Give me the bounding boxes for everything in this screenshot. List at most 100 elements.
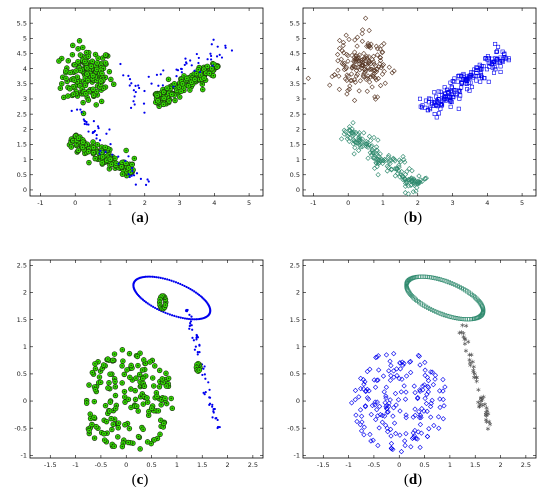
data-point	[347, 83, 353, 89]
y-tick-label: 4.5	[17, 50, 27, 58]
data-point	[383, 384, 389, 390]
data-point: ∗	[470, 359, 476, 366]
data-point-core	[69, 71, 71, 74]
data-point	[194, 345, 197, 348]
data-point-core	[208, 72, 211, 75]
x-tick-label: 1.5	[470, 461, 480, 469]
data-point: ∗	[474, 375, 480, 382]
data-point	[503, 55, 508, 60]
data-point	[445, 87, 450, 92]
data-point	[147, 180, 150, 183]
data-point	[192, 339, 195, 342]
data-point-core	[162, 426, 164, 428]
data-point	[424, 433, 431, 440]
data-point-core	[134, 389, 136, 392]
data-point	[358, 428, 365, 434]
data-point	[418, 177, 424, 183]
y-tick-label: 1	[296, 343, 300, 351]
data-point	[428, 414, 434, 420]
data-point	[440, 278, 445, 283]
data-point-core	[72, 85, 74, 88]
data-point	[386, 159, 392, 165]
data-point	[357, 67, 363, 73]
x-tick-label: 2	[143, 199, 147, 207]
data-point	[98, 139, 102, 142]
data-point	[369, 56, 375, 63]
data-point-core	[136, 355, 139, 358]
data-point	[211, 405, 214, 408]
data-point	[442, 384, 448, 390]
data-point	[356, 88, 362, 94]
data-point-core	[100, 83, 102, 86]
data-point	[335, 67, 341, 73]
panel-b: -1 0 1 2 3 4 5 0 0.5 1 1.5 2 2.5 3 3.5 4 4.5 5 5.5 (b)	[290, 7, 537, 226]
y-tick-label: 2	[296, 125, 300, 133]
data-point	[387, 358, 393, 364]
data-point	[134, 90, 137, 94]
data-point	[363, 141, 369, 147]
data-point: ∗	[467, 360, 473, 367]
data-point-core	[66, 80, 68, 83]
data-point	[397, 360, 403, 366]
data-point-core	[61, 76, 64, 79]
data-point-core	[100, 69, 102, 72]
data-point	[464, 77, 469, 82]
data-point	[403, 412, 409, 418]
data-point	[411, 383, 417, 389]
data-point	[134, 183, 137, 186]
x-tick-label: -1.5	[44, 461, 57, 469]
data-point	[362, 61, 369, 67]
x-tick-label: 0	[346, 199, 350, 207]
data-point	[411, 295, 416, 300]
data-point	[412, 390, 418, 396]
data-point: ∗	[478, 398, 484, 405]
data-point	[348, 130, 355, 136]
data-point: ∗	[483, 417, 489, 424]
data-point	[132, 174, 136, 177]
data-point	[392, 173, 398, 179]
data-point	[133, 95, 136, 98]
data-point	[363, 76, 369, 83]
y-tick-label: 1.5	[17, 141, 27, 149]
data-point	[433, 276, 438, 281]
data-point	[400, 176, 406, 183]
data-point	[473, 73, 478, 78]
data-point	[198, 351, 201, 354]
data-point	[193, 69, 196, 72]
x-tick-label: -0.5	[368, 461, 381, 469]
data-point-core	[124, 424, 126, 426]
data-point-core	[90, 65, 93, 68]
data-point	[156, 307, 159, 311]
data-point	[457, 96, 462, 101]
data-point	[420, 383, 426, 389]
data-point-core	[171, 407, 173, 409]
data-point	[384, 403, 390, 409]
data-point-core	[125, 149, 127, 152]
data-point-core	[88, 429, 90, 432]
data-point	[352, 139, 358, 145]
data-point	[209, 58, 213, 61]
data-point-core	[82, 141, 84, 143]
data-point	[389, 70, 395, 76]
data-point	[348, 71, 355, 77]
x-tick-label: 2.5	[248, 461, 258, 469]
data-point	[440, 396, 446, 403]
data-point-core	[113, 445, 115, 447]
caption-close-paren: )	[143, 472, 148, 488]
data-point	[224, 44, 227, 47]
data-point-core	[104, 62, 107, 64]
data-point-core	[157, 100, 159, 102]
data-point	[358, 62, 365, 68]
data-point-core	[95, 90, 98, 93]
data-point	[194, 291, 198, 294]
data-point	[352, 37, 358, 43]
data-point	[181, 283, 184, 287]
data-point	[498, 69, 503, 74]
data-point	[109, 143, 112, 146]
data-point	[305, 75, 311, 81]
data-point: ∗	[486, 419, 492, 426]
data-point	[424, 408, 430, 414]
y-tick-label: 1.5	[290, 316, 300, 324]
data-point	[436, 89, 441, 94]
data-point	[374, 406, 380, 413]
